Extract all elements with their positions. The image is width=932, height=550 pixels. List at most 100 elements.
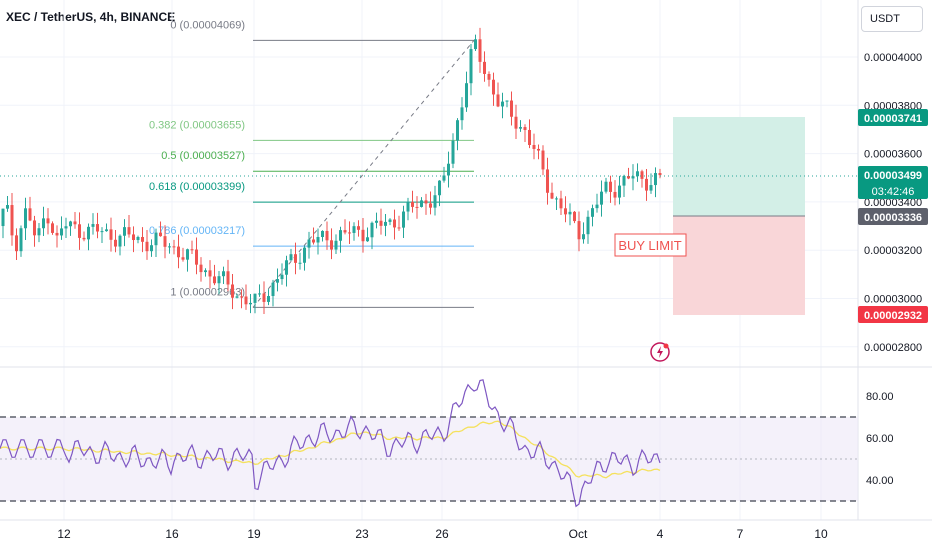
candle-body: [555, 198, 558, 200]
rsi-line: [0, 379, 661, 508]
candle-body: [357, 226, 360, 230]
candle-body: [181, 257, 185, 260]
candle-body: [105, 229, 108, 232]
candle-body: [37, 228, 41, 236]
candle-body: [235, 296, 239, 298]
buy-limit-annotation[interactable]: BUY LIMIT: [614, 233, 687, 257]
candle-body: [370, 222, 374, 238]
candle-body: [379, 220, 383, 226]
time-tick-label: 7: [737, 527, 744, 541]
candle-body: [577, 221, 581, 240]
rsi-band-fill: [0, 417, 858, 501]
candle-body: [127, 227, 131, 235]
time-tick-label: 26: [435, 527, 449, 541]
candle-body: [150, 245, 153, 252]
candle-body: [159, 232, 162, 237]
candle-body: [609, 181, 612, 192]
svg-text:03:42:46: 03:42:46: [872, 186, 915, 198]
candle-body: [186, 249, 189, 260]
time-tick-label: 10: [814, 527, 828, 541]
position-zones[interactable]: [673, 117, 805, 315]
candle-body: [573, 211, 576, 222]
candle-body: [411, 201, 414, 207]
currency-selector-button[interactable]: USDT: [861, 6, 923, 32]
candle-body: [177, 246, 180, 258]
candle-body: [96, 224, 99, 232]
candle-body: [447, 163, 450, 176]
candle-body: [46, 218, 50, 224]
candle-body: [114, 239, 117, 247]
candle-body: [132, 234, 135, 241]
rsi-pane: [0, 379, 858, 508]
candle-body: [631, 176, 635, 179]
price-tick-label: 0.00004000: [864, 52, 922, 64]
candle-body: [501, 101, 504, 107]
lightning-icon[interactable]: [650, 342, 670, 362]
candle-body: [654, 173, 657, 186]
candle-body: [627, 175, 630, 179]
candle-body: [442, 175, 446, 181]
candle-body: [375, 220, 378, 223]
fib-trend-line[interactable]: [252, 40, 475, 308]
candle-body: [69, 221, 72, 227]
candle-body: [514, 116, 518, 129]
candle-body: [564, 208, 567, 215]
candle-body: [55, 232, 59, 236]
time-tick-label: 4: [657, 527, 664, 541]
candle-body: [469, 49, 473, 84]
candle-body: [618, 185, 621, 198]
stop-loss-zone[interactable]: [673, 216, 805, 315]
candle-body: [172, 246, 176, 248]
candle-body: [316, 237, 320, 243]
candle-body: [249, 302, 252, 305]
fib-level-label: 0.382 (0.00003655): [149, 119, 245, 131]
candle-body: [361, 229, 365, 242]
entry-price-badge: 0.00003336: [858, 208, 928, 225]
candle-body: [91, 224, 95, 227]
candle-body: [415, 206, 419, 208]
candle-body: [15, 235, 18, 252]
candle-body: [136, 237, 140, 241]
candle-body: [100, 231, 104, 233]
take-profit-zone[interactable]: [673, 117, 805, 216]
candle-body: [384, 221, 387, 226]
candle-body: [393, 219, 396, 228]
candle-body: [123, 227, 126, 236]
candle-body: [33, 220, 36, 236]
candle-body: [366, 237, 369, 242]
candle-body: [334, 240, 338, 250]
time-tick-label: Oct: [569, 527, 588, 541]
buy-limit-label: BUY LIMIT: [618, 238, 681, 253]
price-tick-label: 0.00003400: [864, 197, 922, 209]
price-tick-label: 0.00003000: [864, 294, 922, 306]
candle-body: [528, 129, 531, 145]
stop-loss-badge: 0.00002932: [858, 306, 928, 323]
candle-body: [82, 237, 86, 240]
candle-body: [141, 237, 144, 242]
candle-body: [330, 240, 333, 250]
candle-body: [42, 218, 45, 229]
candle-body: [285, 260, 288, 275]
candle-body: [195, 249, 198, 265]
time-axis: 12 16 19 23 26 Oct 4 7 10: [57, 527, 828, 541]
chart-title: XEC / TetherUS, 4h, BINANCE: [6, 10, 176, 24]
candle-body: [532, 144, 536, 149]
candle-body: [312, 239, 315, 243]
svg-text:0.00003336: 0.00003336: [864, 212, 922, 224]
candle-body: [244, 296, 248, 305]
candle-body: [325, 230, 329, 241]
candle-body: [559, 198, 563, 209]
fib-level-label: 0.5 (0.00003527): [161, 150, 245, 162]
candle-body: [613, 191, 617, 198]
candle-body: [658, 173, 662, 176]
candle-body: [568, 211, 572, 215]
candle-body: [226, 271, 230, 285]
candle-body: [595, 204, 599, 209]
candle-body: [424, 200, 428, 204]
candle-body: [267, 296, 270, 302]
candle-body: [645, 178, 648, 191]
candle-body: [231, 284, 234, 298]
candle-body: [649, 185, 653, 191]
candle-body: [271, 282, 275, 297]
